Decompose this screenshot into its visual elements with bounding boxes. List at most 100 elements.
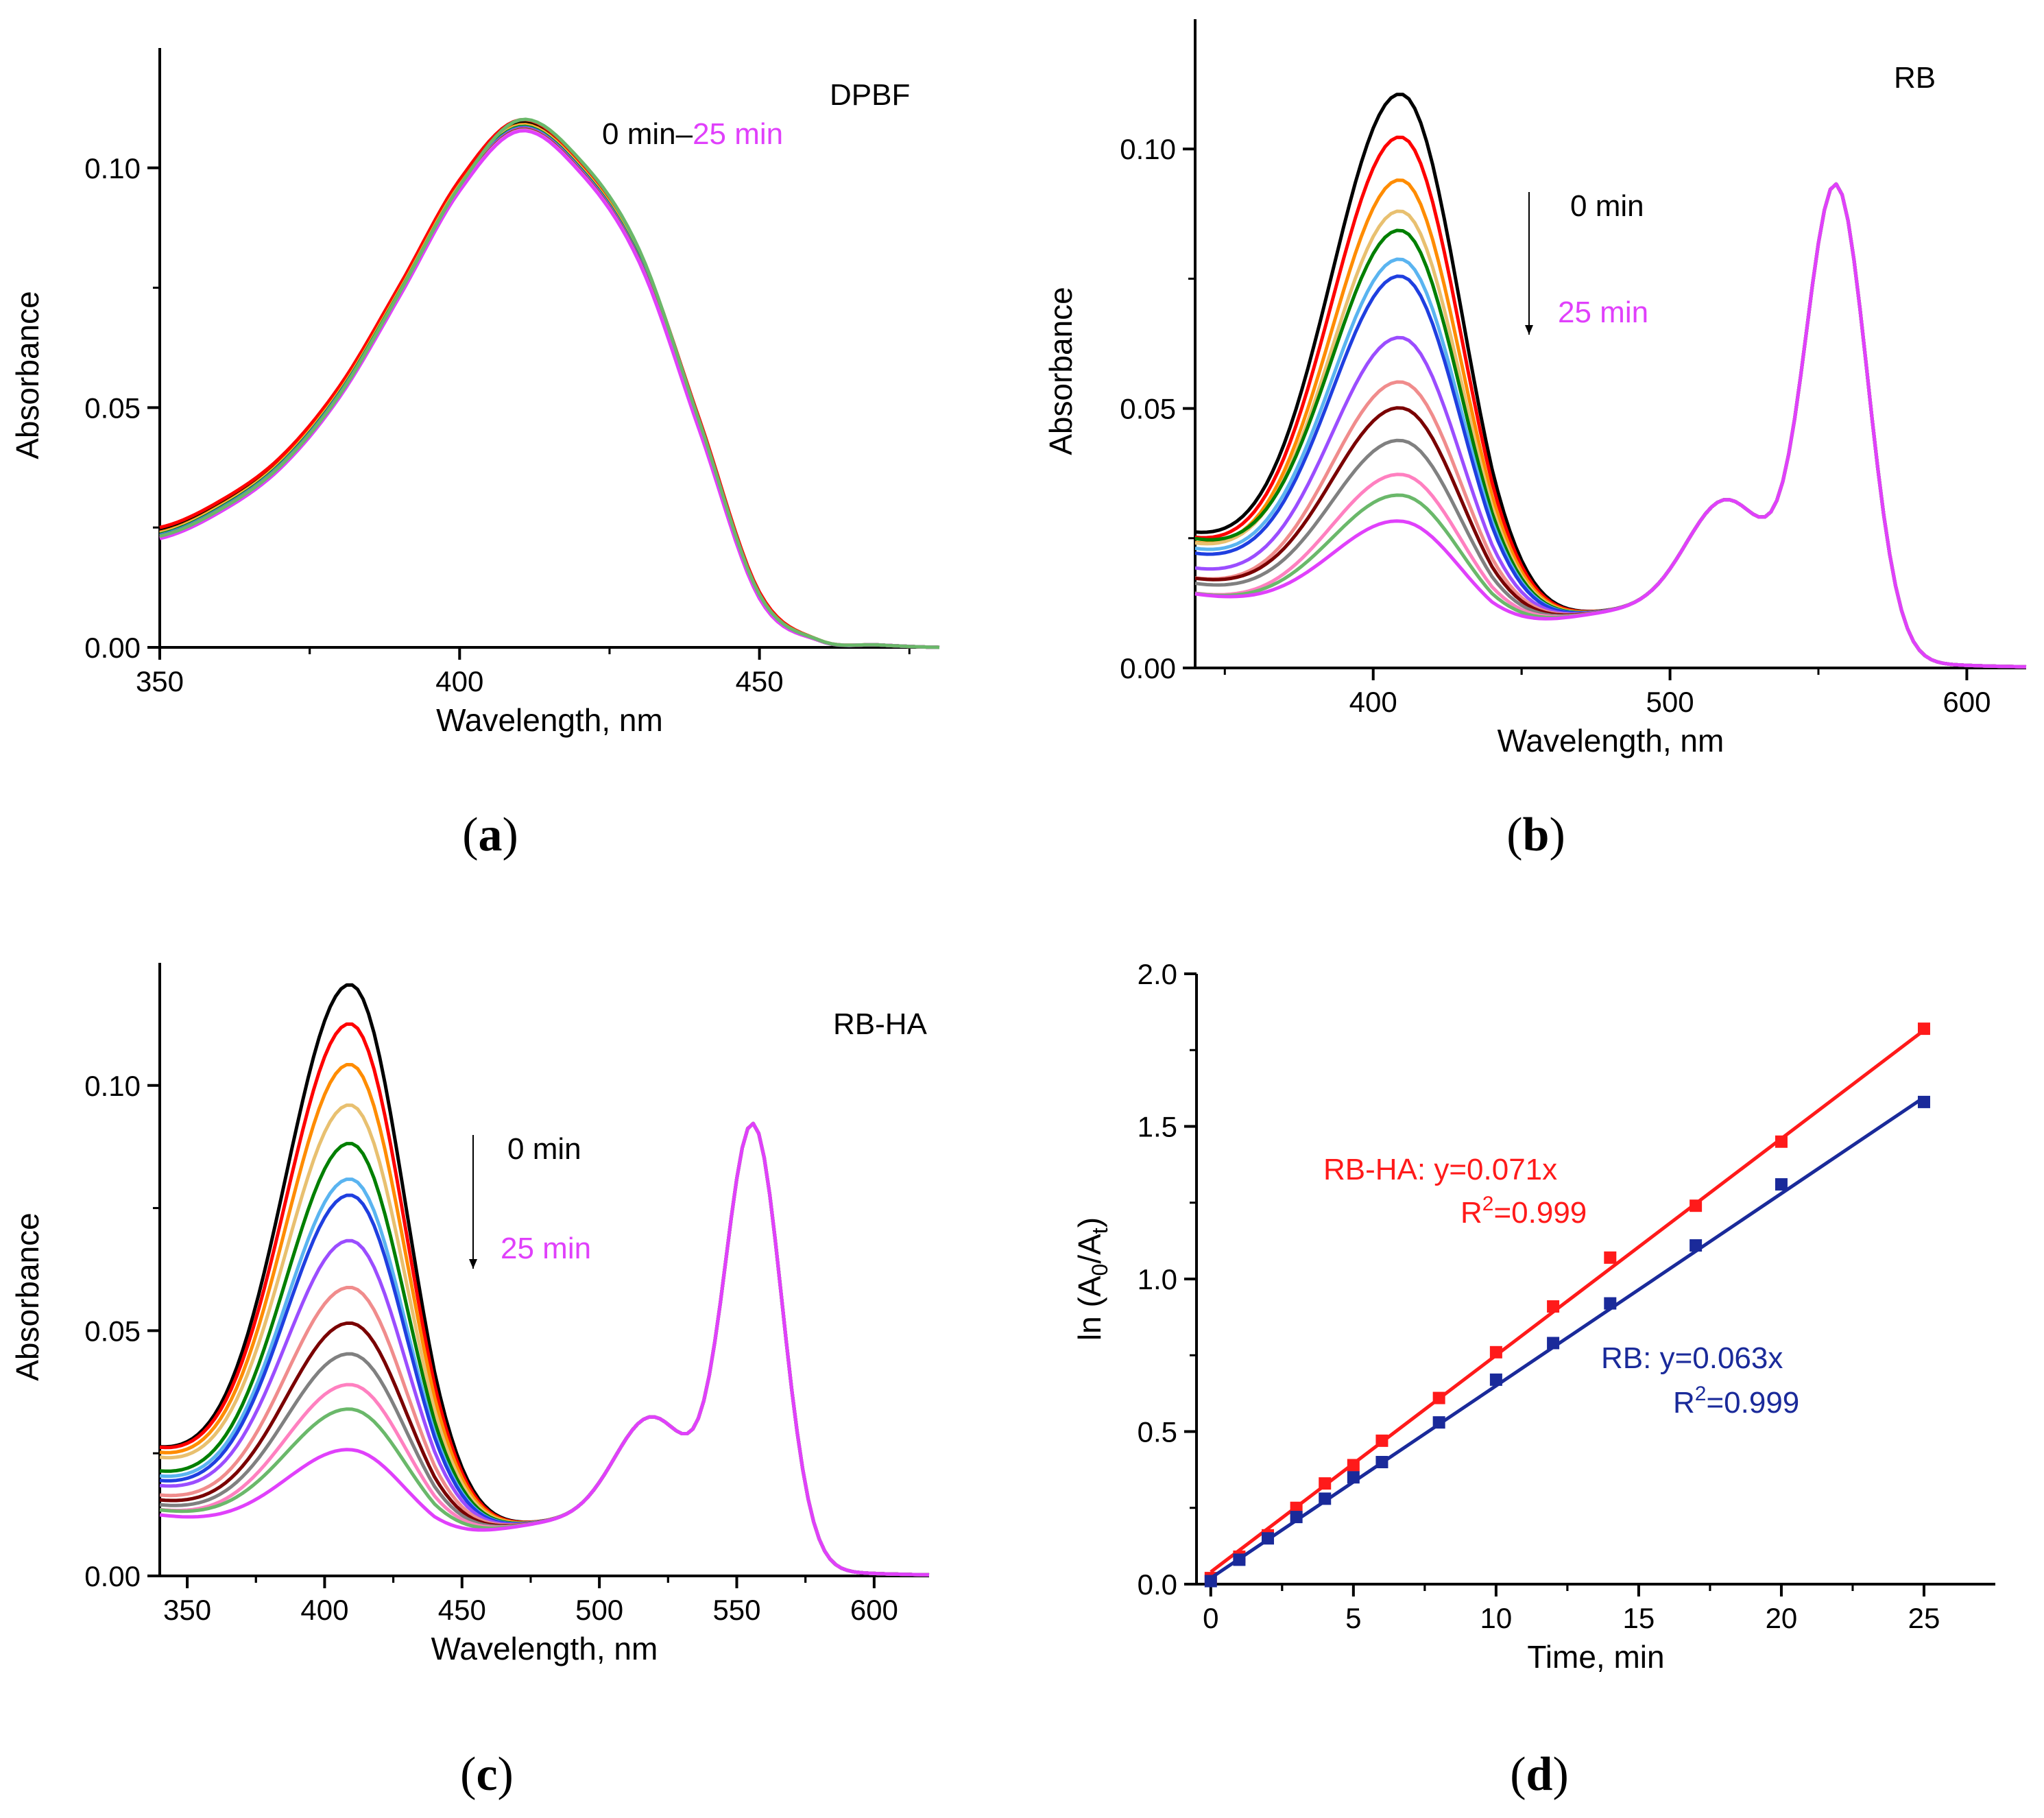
r2-prefix: R	[1673, 1386, 1695, 1420]
series-line-8-min	[159, 126, 940, 649]
y-tick-label: 1.0	[1138, 1263, 1177, 1295]
x-tick-label: 600	[850, 1594, 898, 1626]
data-point-RB	[1347, 1471, 1360, 1484]
x-tick-label: 5	[1345, 1602, 1361, 1634]
annotation-sample: RB	[1894, 61, 1936, 95]
series-line-14-min	[159, 128, 940, 649]
r2-prefix: R	[1460, 1196, 1482, 1230]
x-axis-title: Wavelength, nm	[436, 702, 663, 738]
y-title-sub-0: 0	[1087, 1264, 1112, 1276]
y-tick-label: 0.10	[84, 1070, 141, 1102]
data-point-RB	[1375, 1456, 1388, 1468]
panel-a: 350 400 450 0.00 0.05 0.10 Wavelength, nm (a) Ab…	[10, 48, 940, 861]
y-title-sub-t: t	[1087, 1228, 1112, 1234]
data-point-RB-HA	[1775, 1135, 1788, 1148]
data-point-RB-HA	[1604, 1251, 1617, 1264]
panel-label-letter: d	[1526, 1748, 1553, 1801]
panel-label-letter: a	[479, 809, 503, 861]
y-axis-title: ln (A0/At)	[1072, 1217, 1112, 1341]
y-tick-label: 0.00	[1120, 652, 1176, 684]
fit-line-RB-HA	[1210, 1029, 1925, 1574]
data-point-RB-HA	[1347, 1459, 1360, 1472]
panel-label: (a)	[462, 809, 518, 861]
y-title-pre: ln (A	[1072, 1276, 1107, 1341]
data-point-RB	[1319, 1492, 1332, 1505]
annotation-start-time: 0 min	[1570, 189, 1644, 223]
r2-superscript: 2	[1482, 1193, 1494, 1215]
r2-value: =0.999	[1493, 1196, 1587, 1230]
panel-label-close: )	[498, 1748, 514, 1801]
series-line-20-min	[159, 129, 940, 649]
data-point-RB-HA	[1319, 1477, 1332, 1490]
series-line-25-min	[1194, 182, 2027, 669]
fit-equation-RB: RB: y=0.063x	[1601, 1341, 1783, 1375]
series-line-1-min	[159, 1022, 930, 1577]
x-tick-label: 0	[1203, 1602, 1218, 1634]
series-line-25-min	[159, 1121, 930, 1577]
x-tick-label: 400	[1349, 686, 1397, 718]
x-tick-label: 400	[300, 1594, 348, 1626]
y-title-mid: /A	[1072, 1234, 1107, 1264]
arrow-head-icon	[469, 1259, 477, 1269]
x-tick-label: 400	[435, 665, 483, 697]
panel-label: (d)	[1510, 1748, 1569, 1801]
series-line-17-min	[159, 128, 940, 649]
x-tick-label: 550	[712, 1594, 760, 1626]
data-point-RB	[1604, 1297, 1617, 1310]
y-tick-label: 0.0	[1138, 1568, 1177, 1601]
panel-label-close: )	[1549, 809, 1565, 861]
panel-c: 350 400 450 500 550 600 0.00 0.05 0.10 Wavelength…	[10, 963, 930, 1801]
panel-label-close: )	[503, 809, 518, 861]
x-tick-label: 20	[1766, 1602, 1798, 1634]
data-point-RB	[1775, 1178, 1788, 1191]
data-point-RB	[1204, 1575, 1217, 1588]
x-tick-label: 450	[736, 665, 784, 697]
data-point-RB-HA	[1489, 1345, 1502, 1359]
data-point-RB	[1262, 1532, 1275, 1545]
fit-line-RB	[1210, 1096, 1925, 1580]
data-point-RB	[1690, 1239, 1703, 1252]
arrow-head-icon	[1525, 325, 1533, 335]
x-tick-label: 25	[1908, 1602, 1940, 1634]
annotation-sample: RB-HA	[833, 1007, 928, 1041]
annotation-end-time: 25 min	[501, 1232, 591, 1265]
annotation-dpbf: DPBF	[830, 78, 910, 112]
series-line-2-min	[159, 123, 940, 649]
x-tick-label: 15	[1623, 1602, 1655, 1634]
x-tick-label: 10	[1480, 1602, 1513, 1634]
x-axis-title: Wavelength, nm	[1498, 723, 1724, 758]
data-point-RB	[1233, 1553, 1246, 1566]
panel-label-open: (	[1510, 1748, 1526, 1801]
r2-superscript: 2	[1695, 1383, 1707, 1405]
y-tick-label: 0.00	[84, 1560, 141, 1592]
data-point-RB-HA	[1547, 1300, 1560, 1313]
r2-value: =0.999	[1706, 1386, 1799, 1420]
y-tick-label: 0.10	[84, 152, 141, 184]
y-tick-label: 1.5	[1138, 1111, 1177, 1143]
panel-b: 400 500 600 0.00 0.05 0.10 Wavelength, nm (b) Ab…	[1043, 19, 2027, 861]
y-tick-label: 0.05	[84, 1315, 141, 1347]
data-point-RB	[1432, 1416, 1445, 1429]
x-tick-label: 500	[1646, 686, 1694, 718]
y-tick-label: 0.05	[1120, 393, 1176, 425]
y-axis-title: Absorbance	[10, 1212, 45, 1381]
y-tick-label: 0.5	[1138, 1416, 1177, 1448]
data-point-RB	[1547, 1337, 1560, 1350]
x-tick-label: 600	[1943, 686, 1991, 718]
panel-label: (c)	[460, 1748, 514, 1801]
x-axis-title: Wavelength, nm	[431, 1631, 658, 1666]
series-line-6-min	[159, 1121, 930, 1577]
series-line-12-min	[159, 128, 940, 649]
annotation-time-part-0: 0 min–	[602, 117, 693, 151]
series-line-4-min	[159, 124, 940, 649]
fit-r2-RB: R2=0.999	[1673, 1383, 1799, 1420]
y-axis-title: Absorbance	[10, 291, 45, 459]
x-tick-label: 500	[575, 1594, 623, 1626]
data-point-RB-HA	[1432, 1391, 1445, 1404]
panel-label-open: (	[462, 809, 478, 861]
annotation-start-time: 0 min	[507, 1132, 581, 1166]
series-line-6-min	[159, 125, 940, 649]
y-tick-label: 0.05	[84, 392, 141, 424]
data-point-RB	[1917, 1095, 1930, 1108]
